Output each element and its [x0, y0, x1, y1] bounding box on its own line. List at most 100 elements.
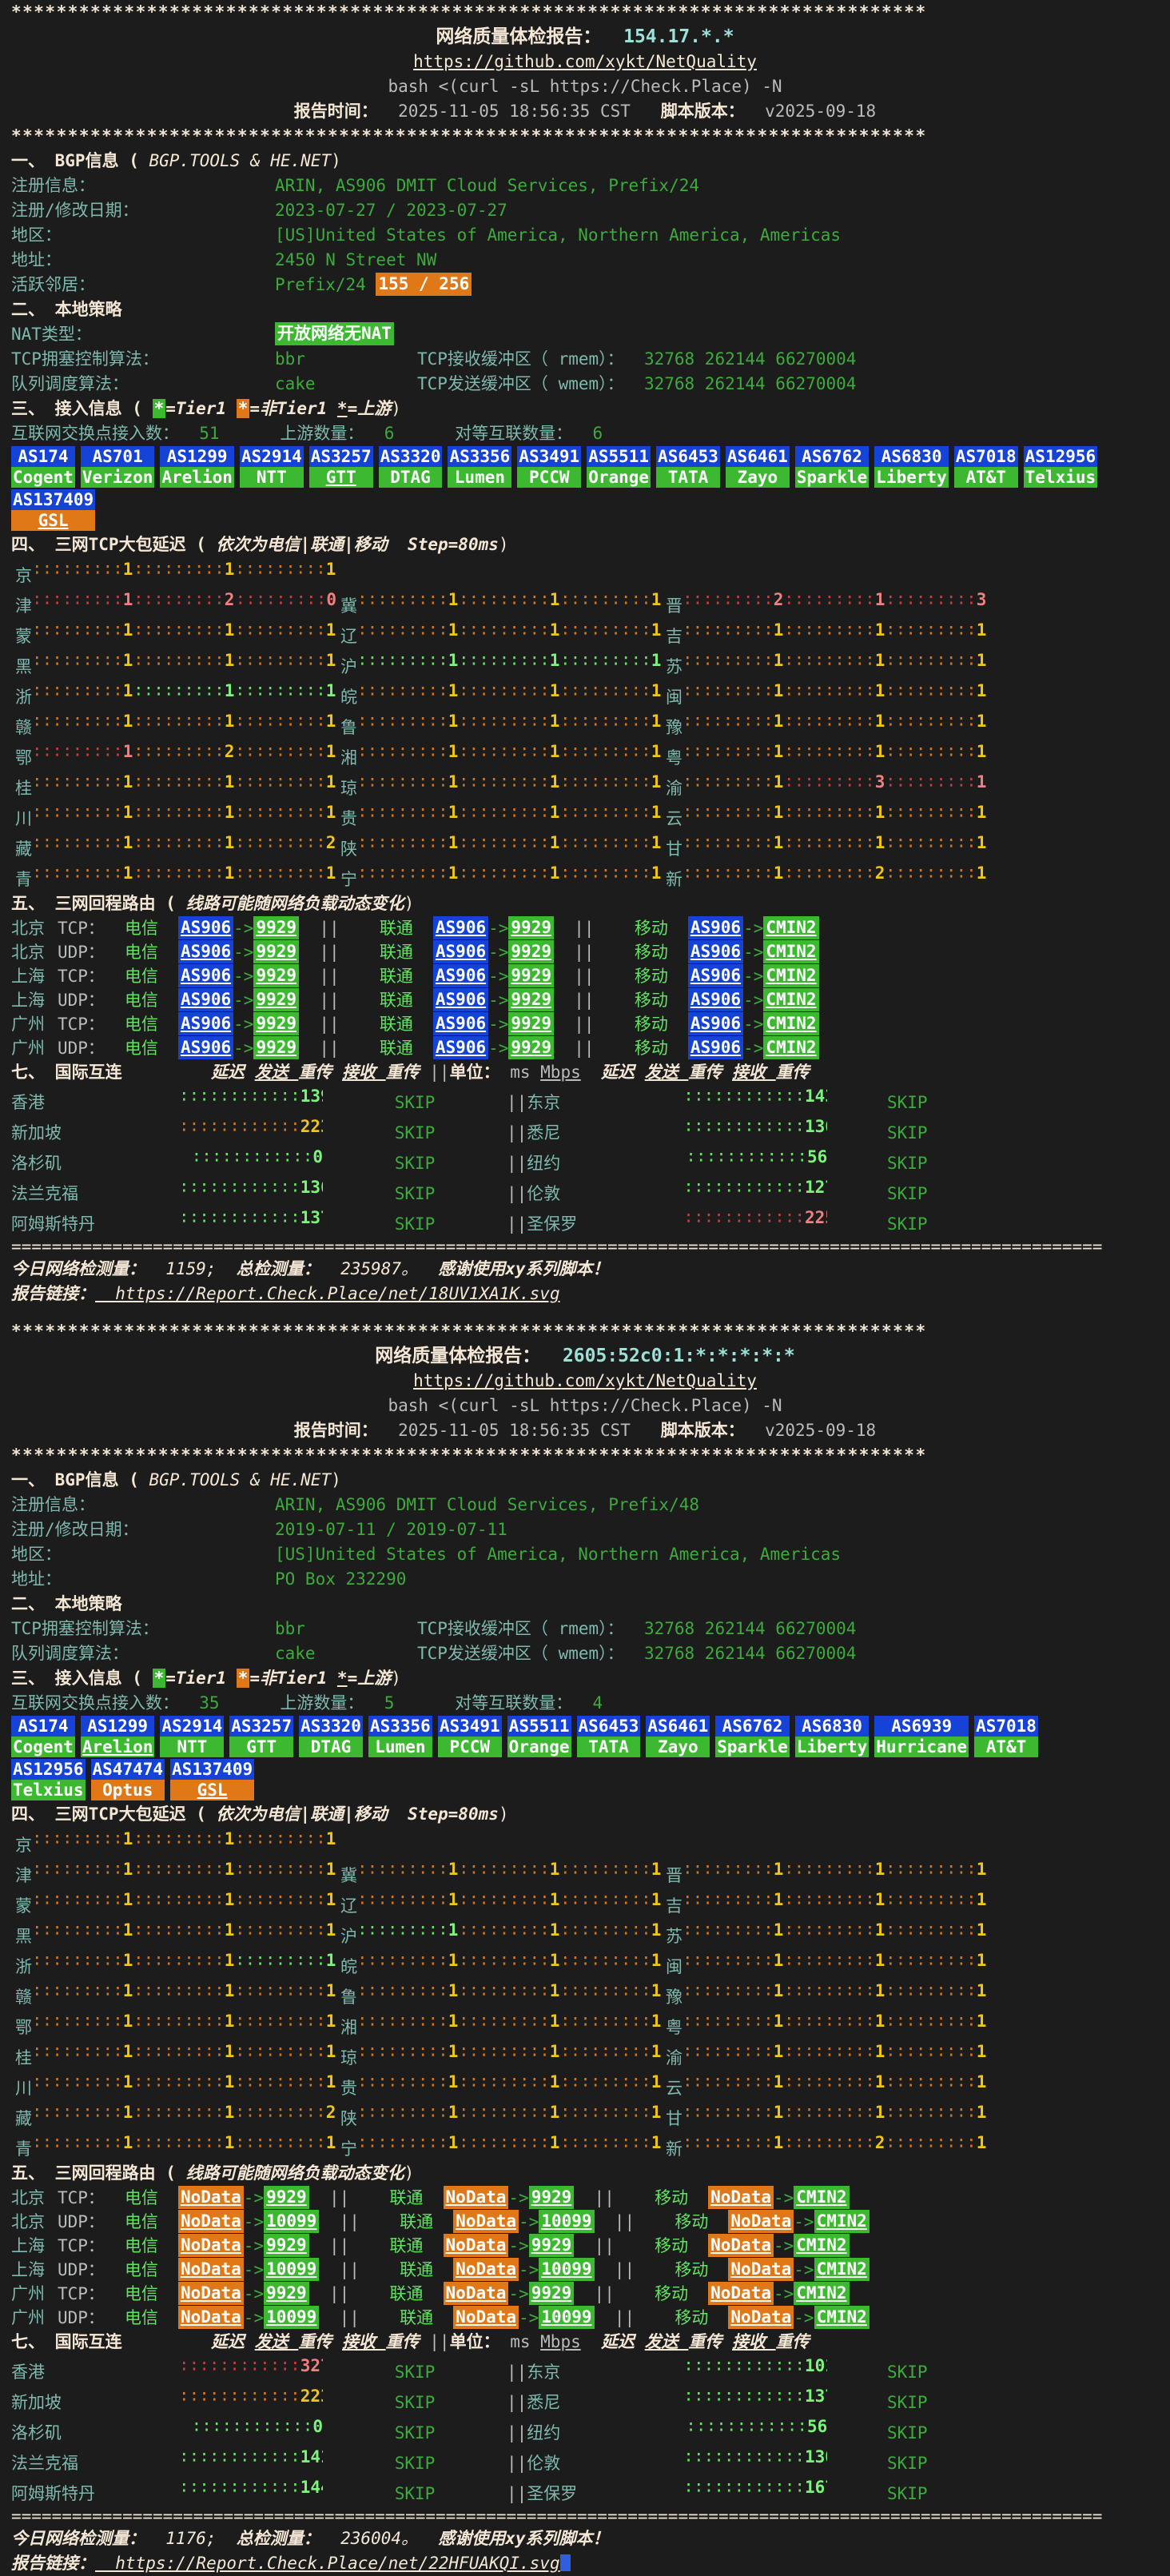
as-badge-AS6830[interactable]: AS6830 Liberty — [874, 446, 949, 488]
latency-value: 173 — [874, 2103, 885, 2122]
leader-dots: ∶∶∶∶∶∶∶∶∶ — [784, 1920, 875, 1940]
bgp-row-value: ARIN, AS906 DMIT Cloud Services, Prefix/… — [275, 1495, 700, 1514]
latency-value-wrap: ∶∶∶∶∶∶∶∶∶152 — [357, 1857, 459, 1881]
intl-send-right: SKIP — [887, 1214, 928, 1234]
as-badge-row: AS174 Cogent AS1299 Arelion AS2914 NTT AS3257 G… — [11, 1716, 1159, 1757]
as-badge-AS6453[interactable]: AS6453 TATA — [656, 446, 720, 488]
latency-group: 京∶∶∶∶∶∶∶∶∶156∶∶∶∶∶∶∶∶∶154∶∶∶∶∶∶∶∶∶152 — [11, 557, 336, 588]
bgp-row-label: 地区： — [11, 225, 62, 245]
as-badge-AS3257[interactable]: AS3257 GTT — [229, 1716, 294, 1757]
as-badge-AS3320[interactable]: AS3320 DTAG — [378, 446, 443, 488]
as-badge-AS47474[interactable]: AS47474 Optus — [90, 1759, 165, 1800]
total-value: 236004。 — [320, 2529, 418, 2548]
total-label: 总检测量： — [216, 2529, 320, 2548]
intl-row: 香港∶∶∶∶∶∶∶∶∶∶∶∶327SKIP||东京∶∶∶∶∶∶∶∶∶∶∶∶101… — [11, 2354, 1159, 2384]
as-badge-AS137409[interactable]: AS137409 GSL — [11, 489, 96, 531]
bgp-heading-close: ) — [331, 151, 341, 170]
latency-value-wrap: ∶∶∶∶∶∶∶∶∶327 — [784, 770, 885, 794]
as-badge-AS12956[interactable]: AS12956 Telxius — [1023, 446, 1098, 488]
as-badge-AS6461[interactable]: AS6461 Zayo — [646, 1716, 710, 1757]
latency-value-wrap: ∶∶∶∶∶∶∶∶∶215 — [235, 831, 336, 855]
as-badge-AS701[interactable]: AS701 Verizon — [80, 446, 155, 488]
route-from: NoData — [443, 2282, 509, 2305]
route-from: NoData — [728, 2306, 794, 2329]
province-label: 陕 — [340, 2109, 357, 2128]
footer-link: 报告链接： https://Report.Check.Place/net/22H… — [11, 2551, 1159, 2576]
repo-link[interactable]: https://github.com/xykt/NetQuality — [413, 1371, 757, 1390]
as-badge-AS7018[interactable]: AS7018 AT&T — [974, 1716, 1038, 1757]
as-badge-AS137409[interactable]: AS137409 GSL — [170, 1759, 255, 1800]
leader-dots: ∶∶∶∶∶∶∶∶∶ — [682, 2072, 774, 2092]
as-number: AS1299 — [160, 446, 234, 467]
leader-dots: ∶∶∶∶∶∶∶∶∶ — [682, 712, 774, 731]
latency-value: 280 — [224, 742, 235, 761]
leader-dots: ∶∶∶∶∶∶∶∶∶ — [357, 1981, 448, 2000]
latency-value-wrap: ∶∶∶∶∶∶∶∶∶161 — [357, 1888, 459, 1912]
route-heading-close: ) — [404, 2163, 415, 2183]
bgp-row-value: [US]United States of America, Northern A… — [275, 1545, 842, 1564]
as-badge-AS3356[interactable]: AS3356 Lumen — [368, 1716, 432, 1757]
latency-group: 新∶∶∶∶∶∶∶∶∶191∶∶∶∶∶∶∶∶∶209∶∶∶∶∶∶∶∶∶166 — [662, 2131, 987, 2161]
report-link[interactable]: https://Report.Check.Place/net/18UV1XA1K… — [95, 1284, 560, 1303]
as-badge-AS3491[interactable]: AS3491 PCCW — [517, 446, 582, 488]
latency-value: 170 — [874, 1981, 885, 2000]
as-number: AS6830 — [874, 446, 949, 467]
as-name: Cogent — [11, 1737, 75, 1757]
route-arrow: -> — [488, 1015, 509, 1034]
leader-dots: ∶∶∶∶∶∶∶∶∶ — [235, 1890, 326, 1909]
as-name: AT&T — [953, 467, 1018, 488]
as-badge-AS174[interactable]: AS174 Cogent — [11, 446, 75, 488]
as-badge-AS6830[interactable]: AS6830 Liberty — [794, 1716, 870, 1757]
route-arrow: -> — [743, 967, 764, 986]
latency-value-wrap: ∶∶∶∶∶∶∶∶∶168 — [32, 2131, 133, 2155]
as-badge-AS6762[interactable]: AS6762 Sparkle — [715, 1716, 790, 1757]
latency-group: 苏∶∶∶∶∶∶∶∶∶137∶∶∶∶∶∶∶∶∶142∶∶∶∶∶∶∶∶∶137 — [662, 648, 987, 679]
as-badge-AS3356[interactable]: AS3356 Lumen — [448, 446, 512, 488]
as-badge-AS5511[interactable]: AS5511 Orange — [507, 1716, 571, 1757]
as-number: AS5511 — [507, 1716, 571, 1737]
leader-dots: ∶∶∶∶∶∶∶∶∶ — [560, 2103, 651, 2122]
latency-value: 160 — [651, 803, 662, 822]
route-heading-text: 五、 三网回程路由 ( — [11, 894, 186, 913]
as-name: NTT — [160, 1737, 225, 1757]
leader-dots: ∶∶∶∶∶∶∶∶∶ — [682, 772, 774, 792]
bgp-row-label: 注册/修改日期： — [11, 201, 139, 220]
latency-value: 161 — [122, 1890, 133, 1909]
latency-value-wrap: ∶∶∶∶∶∶∶∶∶162 — [784, 740, 885, 764]
report-link[interactable]: https://Report.Check.Place/net/22HFUAKQI… — [95, 2554, 560, 2573]
latency-group: 吉∶∶∶∶∶∶∶∶∶164∶∶∶∶∶∶∶∶∶173∶∶∶∶∶∶∶∶∶169 — [662, 618, 987, 648]
as-badge-AS1299[interactable]: AS1299 Arelion — [160, 446, 234, 488]
as-badge-AS12956[interactable]: AS12956 Telxius — [11, 1759, 86, 1800]
route-city: 广州 — [11, 2308, 45, 2327]
as-badge-AS1299[interactable]: AS1299 Arelion — [80, 1716, 155, 1757]
star-divider: ****************************************… — [11, 126, 927, 146]
latency-value-wrap: ∶∶∶∶∶∶∶∶∶169 — [682, 1888, 784, 1912]
bgp-row-label: 注册/修改日期： — [11, 1520, 139, 1539]
leader-dots: ∶∶∶∶∶∶∶∶∶ — [459, 742, 550, 761]
province-label: 闽 — [666, 688, 682, 707]
as-badge-AS3491[interactable]: AS3491 PCCW — [437, 1716, 502, 1757]
as-badge-AS3257[interactable]: AS3257 GTT — [308, 446, 373, 488]
latency-value: 152 — [976, 712, 987, 731]
as-badge-AS3320[interactable]: AS3320 DTAG — [299, 1716, 363, 1757]
as-name: TATA — [656, 467, 720, 488]
as-badge-AS6453[interactable]: AS6453 TATA — [576, 1716, 641, 1757]
as-badge-AS7018[interactable]: AS7018 AT&T — [953, 446, 1018, 488]
as-badge-AS6461[interactable]: AS6461 Zayo — [725, 446, 790, 488]
as-badge-AS2914[interactable]: AS2914 NTT — [160, 1716, 225, 1757]
as-badge-AS174[interactable]: AS174 Cogent — [11, 1716, 75, 1757]
leader-dots: ∶∶∶∶∶∶∶∶∶ — [357, 712, 448, 731]
as-badge-AS5511[interactable]: AS5511 Orange — [587, 446, 651, 488]
as-badge-AS2914[interactable]: AS2914 NTT — [239, 446, 304, 488]
route-carrier: 移动 — [634, 919, 668, 938]
latency-value-wrap: ∶∶∶∶∶∶∶∶∶163 — [459, 2100, 560, 2124]
as-badge-AS6762[interactable]: AS6762 Sparkle — [794, 446, 870, 488]
intl-latency-right: 167 — [805, 2478, 827, 2497]
leader-dots: ∶∶∶∶∶∶∶∶∶ — [784, 620, 875, 640]
repo-link[interactable]: https://github.com/xykt/NetQuality — [413, 52, 757, 71]
latency-group: 湘∶∶∶∶∶∶∶∶∶157∶∶∶∶∶∶∶∶∶151∶∶∶∶∶∶∶∶∶150 — [336, 740, 662, 770]
province-label: 黑 — [15, 657, 32, 676]
leader-dots: ∶∶∶∶∶∶∶∶∶ — [459, 2042, 550, 2061]
leader-dots: ∶∶∶∶∶∶∶∶∶∶∶∶ — [686, 1147, 807, 1166]
as-badge-AS6939[interactable]: AS6939 Hurricane — [874, 1716, 969, 1757]
